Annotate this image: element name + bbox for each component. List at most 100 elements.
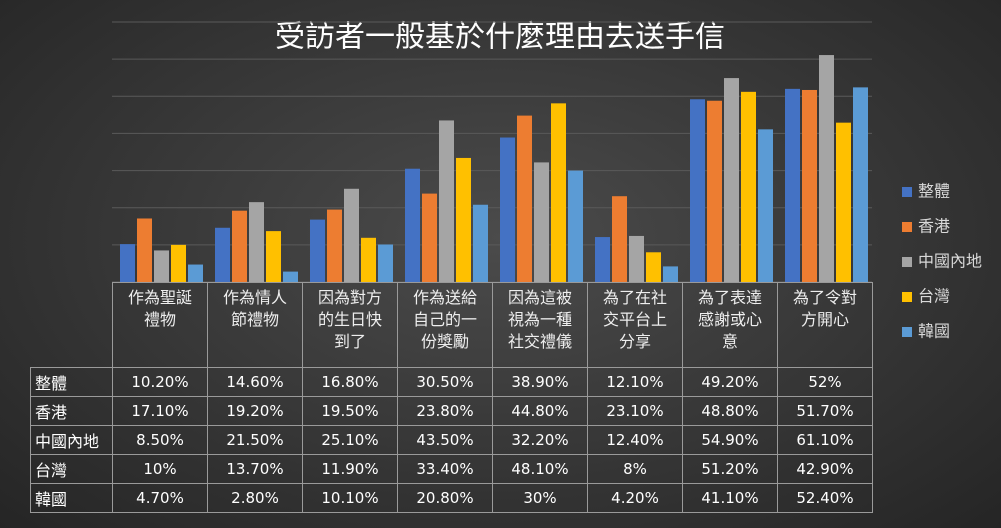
series-row: 韓國 4.70% 2.80% 10.10% 20.80% 30% 4.20% 41.10% 52… <box>30 483 873 513</box>
category-cell: 為了在社交平台上分享 <box>587 282 683 368</box>
bar <box>517 115 532 282</box>
bar <box>154 250 169 282</box>
bar <box>534 162 549 282</box>
category-cell: 為了令對方開心 <box>777 282 873 368</box>
legend-swatch <box>902 327 912 337</box>
bar <box>249 202 264 282</box>
bar <box>785 88 800 282</box>
bar <box>595 237 610 282</box>
series-label: 韓國 <box>30 483 113 513</box>
value-cell: 20.80% <box>397 483 493 513</box>
category-cell: 作為聖誕禮物 <box>112 282 208 368</box>
bar <box>629 235 644 282</box>
value-cell: 23.10% <box>587 396 683 426</box>
value-cell: 51.70% <box>777 396 873 426</box>
bar <box>361 237 376 282</box>
value-cell: 41.10% <box>682 483 778 513</box>
value-cell: 4.70% <box>112 483 208 513</box>
value-cell: 33.40% <box>397 454 493 484</box>
legend-swatch <box>902 292 912 302</box>
bar <box>456 157 471 282</box>
bar <box>232 210 247 282</box>
value-cell: 14.60% <box>207 367 303 397</box>
value-cell: 2.80% <box>207 483 303 513</box>
bar <box>551 103 566 282</box>
legend-swatch <box>902 257 912 267</box>
value-cell: 16.80% <box>302 367 398 397</box>
legend-label: 中國內地 <box>918 252 982 271</box>
bar <box>741 91 756 282</box>
category-cell: 作為情人節禮物 <box>207 282 303 368</box>
category-label: 為了令對方開心 <box>792 288 857 329</box>
bar <box>422 193 437 282</box>
category-label: 作為聖誕禮物 <box>127 288 192 329</box>
bar <box>120 244 135 282</box>
series-row: 台灣 10% 13.70% 11.90% 33.40% 48.10% 8% 51.20% 42.… <box>30 454 873 484</box>
value-cell: 32.20% <box>492 425 588 455</box>
value-cell: 23.80% <box>397 396 493 426</box>
legend-label: 韓國 <box>918 322 950 341</box>
value-cell: 51.20% <box>682 454 778 484</box>
value-cell: 44.80% <box>492 396 588 426</box>
category-label: 為了表達感謝或心意 <box>697 288 762 351</box>
bar <box>802 89 817 282</box>
category-label: 因為這被視為一種社交禮儀 <box>507 288 572 351</box>
series-label: 整體 <box>30 367 113 397</box>
bar <box>473 204 488 282</box>
series-label: 中國內地 <box>30 425 113 455</box>
bar <box>266 231 281 282</box>
bar <box>500 137 515 282</box>
table-head: 作為聖誕禮物 作為情人節禮物 因為對方的生日快到了 作為送給自己的一份獎勵 因為這被視為… <box>30 282 873 368</box>
category-label: 作為情人節禮物 <box>222 288 287 329</box>
value-cell: 30.50% <box>397 367 493 397</box>
category-cell: 為了表達感謝或心意 <box>682 282 778 368</box>
bar <box>405 168 420 282</box>
bar <box>663 266 678 282</box>
bar <box>819 55 834 282</box>
bar <box>188 264 203 282</box>
value-cell: 21.50% <box>207 425 303 455</box>
series-row: 香港 17.10% 19.20% 19.50% 23.80% 44.80% 23.10% 48… <box>30 396 873 426</box>
legend-label: 台灣 <box>918 287 950 306</box>
value-cell: 11.90% <box>302 454 398 484</box>
chart-title: 受訪者一般基於什麼理由去送手信 <box>275 20 725 55</box>
legend-swatch <box>902 222 912 232</box>
value-cell: 25.10% <box>302 425 398 455</box>
category-cell: 作為送給自己的一份獎勵 <box>397 282 493 368</box>
data-table: 作為聖誕禮物 作為情人節禮物 因為對方的生日快到了 作為送給自己的一份獎勵 因為這被視為… <box>30 282 873 513</box>
bar <box>646 252 661 282</box>
category-cell: 因為對方的生日快到了 <box>302 282 398 368</box>
table-body: 整體 10.20% 14.60% 16.80% 30.50% 38.90% 12.10% 49… <box>30 367 873 513</box>
legend-label: 整體 <box>918 182 950 201</box>
bar <box>758 129 773 282</box>
value-cell: 10.20% <box>112 367 208 397</box>
value-cell: 8% <box>587 454 683 484</box>
value-cell: 12.10% <box>587 367 683 397</box>
category-label: 為了在社交平台上分享 <box>602 288 667 351</box>
value-cell: 19.20% <box>207 396 303 426</box>
value-cell: 30% <box>492 483 588 513</box>
legend-label: 香港 <box>918 217 950 236</box>
bar <box>283 271 298 282</box>
value-cell: 13.70% <box>207 454 303 484</box>
value-cell: 61.10% <box>777 425 873 455</box>
bar <box>707 100 722 282</box>
bar <box>137 218 152 282</box>
value-cell: 17.10% <box>112 396 208 426</box>
bar <box>310 219 325 282</box>
value-cell: 8.50% <box>112 425 208 455</box>
series-label: 台灣 <box>30 454 113 484</box>
value-cell: 10% <box>112 454 208 484</box>
category-cell: 因為這被視為一種社交禮儀 <box>492 282 588 368</box>
series-label: 香港 <box>30 396 113 426</box>
value-cell: 48.80% <box>682 396 778 426</box>
bar <box>215 227 230 282</box>
value-cell: 10.10% <box>302 483 398 513</box>
bar <box>853 87 868 282</box>
bar <box>836 122 851 283</box>
legend-swatch <box>902 187 912 197</box>
bar <box>568 170 583 282</box>
bar <box>439 120 454 282</box>
